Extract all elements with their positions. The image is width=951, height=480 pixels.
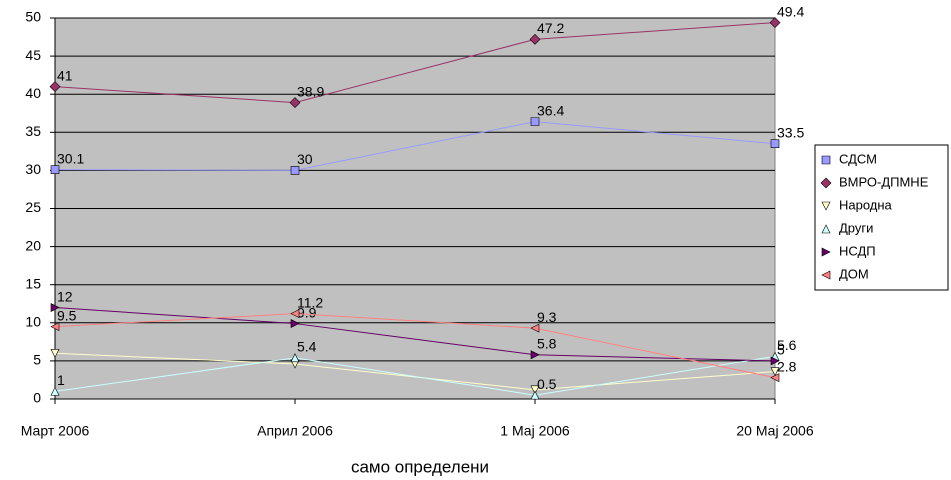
data-label: 1 [57,372,65,388]
marker [290,166,300,175]
legend-marker [821,247,831,257]
data-label: 5.6 [777,337,797,353]
legend-label: ВМРО-ДПМНЕ [839,174,929,189]
marker [530,350,540,360]
series-line [54,307,776,362]
data-label: 30.1 [57,150,84,166]
marker [290,309,300,319]
marker [50,386,60,396]
series-line [54,22,776,104]
marker [770,373,780,383]
marker [530,117,540,126]
legend-label: ДОМ [839,266,869,281]
marker [50,348,60,358]
legend-marker [821,201,831,211]
data-label: 5 [777,342,785,358]
marker [49,81,61,93]
series-line [54,121,776,171]
legend-marker [820,177,832,189]
y-tick-label: 35 [25,123,41,139]
marker [290,319,300,329]
marker [529,33,541,45]
data-label: 5.4 [297,339,317,355]
data-label: 5.8 [537,336,557,352]
marker [530,385,540,395]
legend-marker [821,270,831,280]
y-tick-label: 50 [25,9,41,25]
data-label: 9.9 [297,304,317,320]
y-tick-label: 10 [25,314,41,330]
data-label: 47.2 [537,20,564,36]
x-axis-title: само определени [351,457,489,476]
legend-label: Други [839,220,873,235]
marker [50,322,60,332]
x-tick-label: 20 Мај 2006 [736,423,813,439]
marker [530,390,540,400]
y-tick-label: 0 [33,390,41,406]
x-tick-label: Март 2006 [21,423,90,439]
legend-label: НСДП [839,243,876,258]
marker [290,353,300,363]
data-label: 49.4 [777,3,804,19]
data-label: 30 [297,151,313,167]
x-tick-label: Април 2006 [257,423,333,439]
data-label: 9.3 [537,309,557,325]
marker [770,356,780,366]
data-label: 11.2 [297,294,323,310]
marker [769,17,781,28]
series-line [54,313,776,379]
data-label: 41 [57,67,73,83]
y-tick-label: 25 [25,199,41,215]
y-tick-label: 30 [25,161,41,177]
y-tick-label: 20 [25,237,41,253]
legend-marker [821,155,831,165]
y-tick-label: 5 [33,352,41,368]
data-label: 12 [57,288,73,304]
marker [50,165,60,174]
marker [530,323,540,333]
legend-box [814,144,949,291]
data-label: 2.8 [777,358,797,374]
y-tick-label: 15 [25,275,41,291]
marker [289,97,301,109]
legend-label: Народна [839,197,893,212]
legend-label: СДСМ [839,151,877,166]
marker [770,367,780,377]
y-tick-label: 40 [25,85,41,101]
data-label: 33.5 [777,124,804,140]
data-label: 38.9 [297,83,324,99]
y-tick-label: 45 [25,47,41,63]
data-label: 36.4 [537,102,564,118]
data-label: 9.5 [57,307,77,323]
marker [770,139,780,149]
data-label: 0.5 [537,376,557,392]
series-line [54,355,776,396]
marker [50,303,60,313]
x-tick-label: 1 Мај 2006 [500,423,570,439]
legend-marker [821,224,831,234]
